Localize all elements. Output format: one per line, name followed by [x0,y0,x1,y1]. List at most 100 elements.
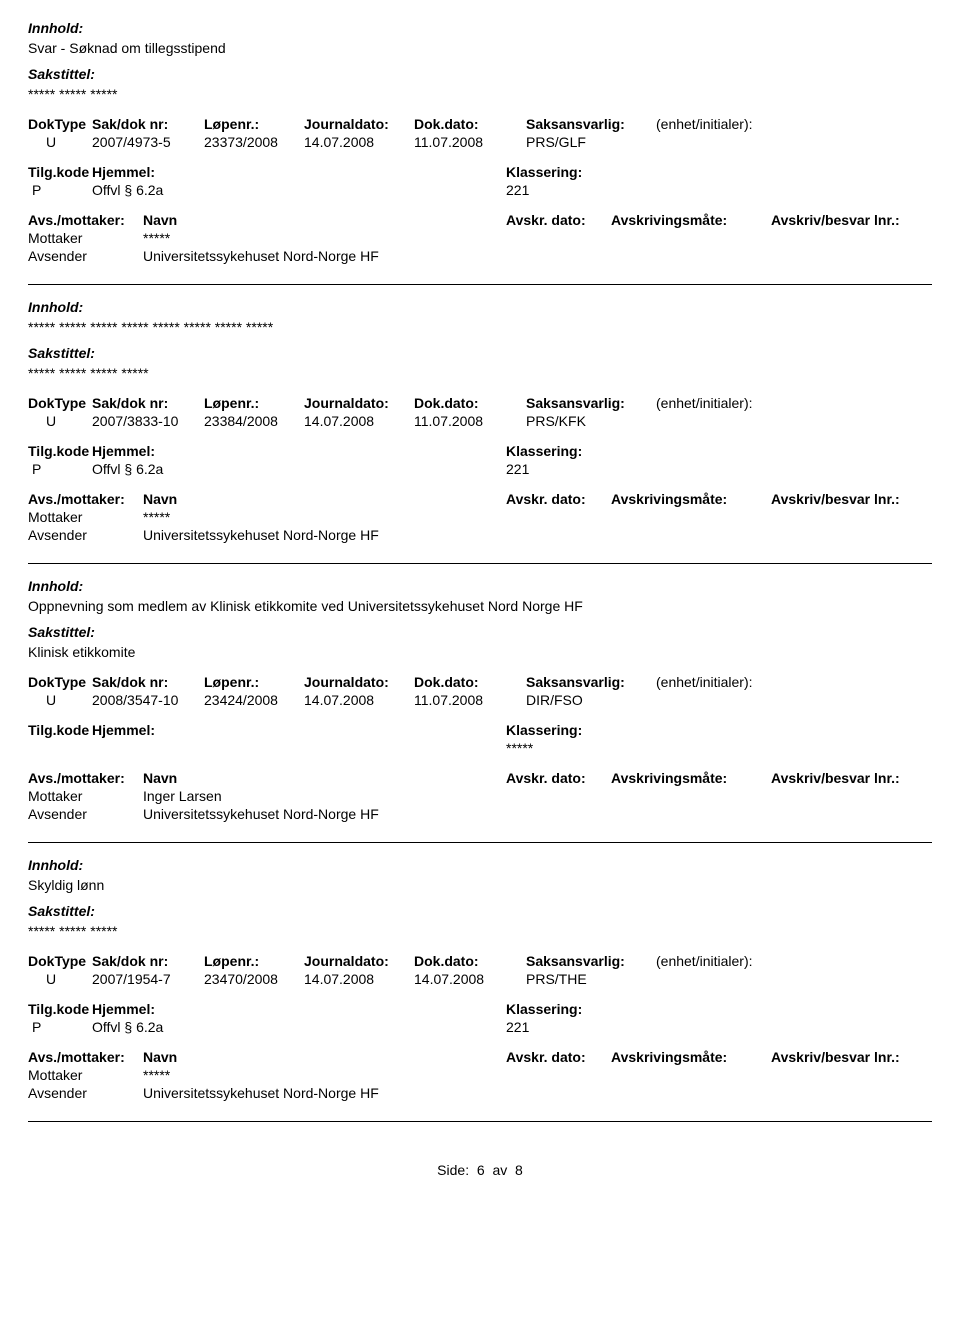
tilgkode-label: Tilg.kode [28,443,92,459]
doktype-value: U [28,692,92,708]
journal-entry: Innhold: ***** ***** ***** ***** ***** *… [28,299,932,564]
sakstittel-value: ***** ***** ***** [28,86,932,102]
dokdato-value: 14.07.2008 [414,971,526,987]
journaldato-label: Journaldato: [304,674,414,690]
sakstittel-label: Sakstittel: [28,66,95,82]
doktype-label: DokType [28,395,92,411]
avsmottaker-label: Avs./mottaker: [28,770,143,786]
doktype-label: DokType [28,674,92,690]
avskrivingsmate-label: Avskrivingsmåte: [611,491,771,507]
hjemmel-label: Hjemmel: [92,443,506,459]
enhet-label: (enhet/initialer): [656,674,806,690]
dokdato-label: Dok.dato: [414,674,526,690]
avskrivingsmate-label: Avskrivingsmåte: [611,212,771,228]
klassering-value: 221 [506,461,706,477]
avskrivbesvar-label: Avskriv/besvar lnr.: [771,770,931,786]
avsender-role: Avsender [28,1085,143,1101]
tilgkode-value: P [28,461,92,477]
journaldato-label: Journaldato: [304,116,414,132]
tilgkode-label: Tilg.kode [28,722,92,738]
lopenr-label: Løpenr.: [204,116,304,132]
tilgkode-label: Tilg.kode [28,164,92,180]
sakstittel-label: Sakstittel: [28,624,95,640]
innhold-value: Skyldig lønn [28,877,932,893]
tilgkode-value: P [28,182,92,198]
doktype-label: DokType [28,953,92,969]
hjemmel-value: Offvl § 6.2a [92,1019,506,1035]
tilgkode-value: P [28,1019,92,1035]
mottaker-role: Mottaker [28,1067,143,1083]
innhold-value: Svar - Søknad om tillegsstipend [28,40,932,56]
sakstittel-value: ***** ***** ***** [28,923,932,939]
hjemmel-value [92,740,506,756]
innhold-value: Oppnevning som medlem av Klinisk etikkom… [28,598,932,614]
saksansvarlig-value: PRS/THE [526,971,656,987]
saksansvarlig-value: PRS/GLF [526,134,656,150]
sakstittel-value: Klinisk etikkomite [28,644,932,660]
side-label: Side: [437,1162,469,1178]
doktype-label: DokType [28,116,92,132]
lopenr-value: 23424/2008 [204,692,304,708]
avsender-name: Universitetssykehuset Nord-Norge HF [143,1085,379,1101]
doktype-value: U [28,971,92,987]
klassering-label: Klassering: [506,1001,706,1017]
innhold-label: Innhold: [28,578,83,594]
dokdato-label: Dok.dato: [414,116,526,132]
enhet-value [656,971,806,987]
mottaker-role: Mottaker [28,788,143,804]
dokdato-label: Dok.dato: [414,953,526,969]
enhet-label: (enhet/initialer): [656,953,806,969]
tilgkode-label: Tilg.kode [28,1001,92,1017]
saksansvarlig-label: Saksansvarlig: [526,395,656,411]
journaldato-value: 14.07.2008 [304,971,414,987]
sakdok-label: Sak/dok nr: [92,395,204,411]
sakdok-label: Sak/dok nr: [92,953,204,969]
journaldato-value: 14.07.2008 [304,413,414,429]
avskrivbesvar-label: Avskriv/besvar lnr.: [771,491,931,507]
innhold-label: Innhold: [28,299,83,315]
avskrivbesvar-label: Avskriv/besvar lnr.: [771,1049,931,1065]
mottaker-name: Inger Larsen [143,788,222,804]
dokdato-label: Dok.dato: [414,395,526,411]
sakdok-label: Sak/dok nr: [92,116,204,132]
navn-label: Navn [143,491,506,507]
avskrivingsmate-label: Avskrivingsmåte: [611,1049,771,1065]
hjemmel-label: Hjemmel: [92,164,506,180]
sakdok-value: 2007/4973-5 [92,134,204,150]
sakstittel-label: Sakstittel: [28,345,95,361]
avsmottaker-label: Avs./mottaker: [28,1049,143,1065]
doktype-value: U [28,413,92,429]
dokdato-value: 11.07.2008 [414,692,526,708]
innhold-value: ***** ***** ***** ***** ***** ***** ****… [28,319,932,335]
saksansvarlig-value: DIR/FSO [526,692,656,708]
mottaker-role: Mottaker [28,509,143,525]
journaldato-label: Journaldato: [304,395,414,411]
avskrdato-label: Avskr. dato: [506,1049,611,1065]
sakdok-value: 2007/1954-7 [92,971,204,987]
avsender-name: Universitetssykehuset Nord-Norge HF [143,806,379,822]
klassering-label: Klassering: [506,164,706,180]
tilgkode-value [28,740,92,756]
avsmottaker-label: Avs./mottaker: [28,491,143,507]
lopenr-label: Løpenr.: [204,674,304,690]
dokdato-value: 11.07.2008 [414,413,526,429]
enhet-label: (enhet/initialer): [656,395,806,411]
avskrivingsmate-label: Avskrivingsmåte: [611,770,771,786]
klassering-value: ***** [506,740,706,756]
journaldato-value: 14.07.2008 [304,692,414,708]
avsender-role: Avsender [28,527,143,543]
enhet-label: (enhet/initialer): [656,116,806,132]
hjemmel-label: Hjemmel: [92,1001,506,1017]
avsmottaker-label: Avs./mottaker: [28,212,143,228]
avskrdato-label: Avskr. dato: [506,491,611,507]
saksansvarlig-label: Saksansvarlig: [526,674,656,690]
avsender-role: Avsender [28,248,143,264]
mottaker-name: ***** [143,230,170,246]
enhet-value [656,413,806,429]
navn-label: Navn [143,1049,506,1065]
enhet-value [656,692,806,708]
klassering-label: Klassering: [506,722,706,738]
journal-entry: Innhold: Oppnevning som medlem av Klinis… [28,578,932,843]
total-pages: 8 [515,1162,523,1178]
innhold-label: Innhold: [28,20,83,36]
